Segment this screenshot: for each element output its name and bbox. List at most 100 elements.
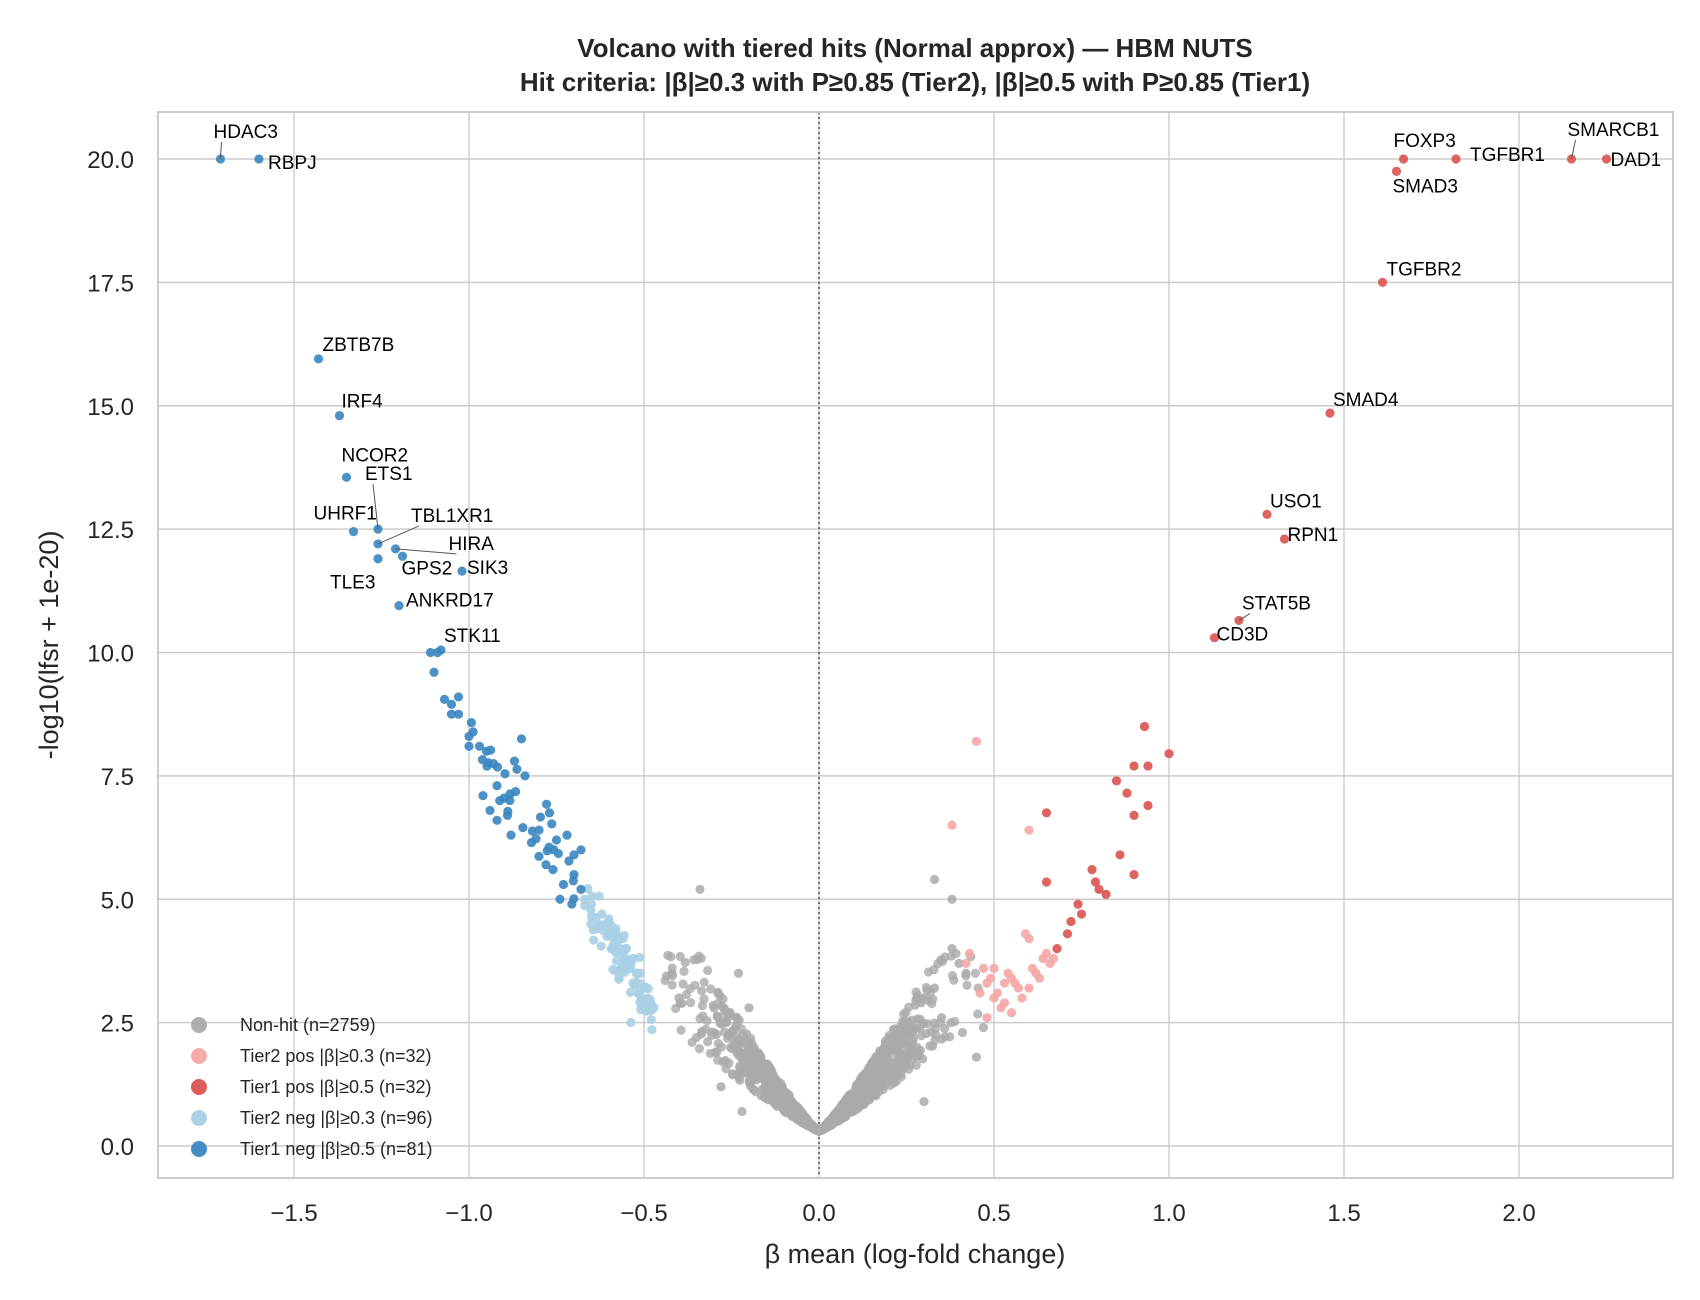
tier1-pos-point [1164, 749, 1174, 759]
tier1-neg-point [506, 830, 516, 840]
non-hit-point [929, 874, 940, 885]
y-tick-label: 17.5 [87, 270, 134, 297]
tier2-pos-point [989, 963, 999, 973]
annotation-connector [1571, 139, 1576, 160]
tier2-neg-point [646, 1015, 656, 1025]
tier2-neg-point [647, 1025, 657, 1035]
non-hit-point [899, 1063, 909, 1073]
legend-marker [191, 1079, 207, 1095]
tier2-neg-point [587, 891, 597, 901]
non-hit-point [916, 1031, 926, 1041]
tier2-pos-point [1024, 983, 1034, 993]
tier2-neg-point [586, 899, 597, 909]
gene-label: HIRA [449, 534, 495, 555]
annotation-connector [395, 548, 457, 555]
y-tick-label: 5.0 [101, 887, 134, 914]
tier1-neg-point [492, 815, 502, 825]
non-hit-point [697, 1001, 707, 1011]
legend-label: Tier1 neg |β|≥0.5 (n=81) [240, 1139, 433, 1159]
tier1-neg-point [505, 789, 515, 799]
gene-label: TGFBR2 [1387, 259, 1462, 280]
tier1-neg-point [505, 795, 515, 806]
tier1-neg-point [548, 865, 558, 875]
tier2-pos-point [1010, 978, 1020, 988]
non-hit-point [937, 1034, 947, 1044]
legend-label: Tier2 neg |β|≥0.3 (n=96) [240, 1108, 433, 1128]
tier2-neg-point [597, 909, 607, 919]
non-hit-point [713, 1039, 723, 1049]
tier1-pos-point [1041, 808, 1052, 818]
tier1-neg-point [373, 554, 383, 564]
non-hit-point [715, 991, 725, 1001]
tier1-pos-point [1115, 850, 1125, 860]
points-layer [215, 154, 1612, 1136]
chart-subtitle: Hit criteria: |β|≥0.3 with P≥0.85 (Tier2… [520, 67, 1310, 97]
tier1-pos-point [1129, 810, 1139, 820]
gene-label: RPN1 [1288, 525, 1339, 546]
tier1-neg-point [468, 727, 478, 737]
tier2-neg-point [586, 911, 597, 922]
tier1-pos-point [1052, 944, 1062, 954]
tier2-pos-point [1017, 993, 1027, 1003]
y-tick-label: 0.0 [101, 1134, 134, 1161]
gene-label: ZBTB7B [323, 335, 395, 356]
non-hit-point [861, 1091, 871, 1102]
tier2-pos-point [985, 973, 996, 983]
tier1-neg-point [568, 876, 578, 886]
tier1-neg-point [555, 894, 565, 904]
gene-label: STAT5B [1242, 593, 1311, 614]
tier2-pos-point [975, 988, 985, 998]
tier1-neg-point [576, 845, 586, 855]
non-hit-point [795, 1107, 805, 1117]
x-tick-label: −1.0 [445, 1200, 492, 1227]
tier1-pos-point [1325, 408, 1335, 418]
tier1-neg-point [313, 354, 324, 364]
non-hit-point [849, 1101, 859, 1112]
tier2-neg-point [618, 934, 628, 944]
tier1-neg-point [564, 856, 574, 866]
non-hit-point [789, 1102, 799, 1112]
non-hit-point [912, 1023, 922, 1033]
non-hit-point [744, 1062, 754, 1072]
gene-label: HDAC3 [214, 122, 278, 143]
tier1-neg-point [569, 850, 579, 860]
tier1-neg-point [348, 526, 359, 537]
tier2-pos-point [971, 736, 982, 746]
tier1-neg-point [485, 745, 496, 755]
tier1-pos-point [1090, 877, 1101, 887]
non-hit-point [919, 1096, 929, 1107]
gene-label: ANKRD17 [406, 591, 494, 612]
tier2-pos-point [1041, 948, 1052, 959]
tier1-neg-point [503, 806, 513, 816]
y-tick-label: 7.5 [101, 764, 134, 791]
tier2-pos-point [999, 978, 1010, 988]
tier2-neg-point [639, 983, 649, 993]
tier1-pos-point [1391, 166, 1402, 176]
tier1-neg-point [520, 771, 530, 781]
annotation-connector [1238, 613, 1251, 621]
non-hit-point [973, 1009, 983, 1019]
y-tick-label: 12.5 [87, 517, 134, 544]
gene-label: SMAD3 [1393, 176, 1458, 197]
gene-label: RBPJ [268, 153, 317, 174]
non-hit-point [733, 1046, 744, 1056]
non-hit-point [861, 1075, 871, 1086]
non-hit-point [898, 1009, 909, 1019]
non-hit-point [699, 977, 709, 987]
non-hit-point [947, 970, 958, 981]
gene-label: SIK3 [467, 558, 508, 579]
legend-label: Non-hit (n=2759) [240, 1015, 376, 1035]
tier1-neg-point [394, 601, 404, 611]
tier2-neg-point [596, 941, 606, 951]
tier2-neg-point [625, 963, 635, 973]
non-hit-point [961, 968, 971, 978]
tier2-pos-point [947, 820, 957, 830]
tier1-neg-point [562, 830, 572, 840]
non-hit-point [706, 984, 716, 994]
non-hit-point [674, 993, 684, 1003]
non-hit-point [865, 1063, 875, 1073]
annotation-connector-layer [220, 139, 1576, 621]
tier2-neg-point [579, 894, 590, 904]
legend-marker [191, 1110, 207, 1126]
